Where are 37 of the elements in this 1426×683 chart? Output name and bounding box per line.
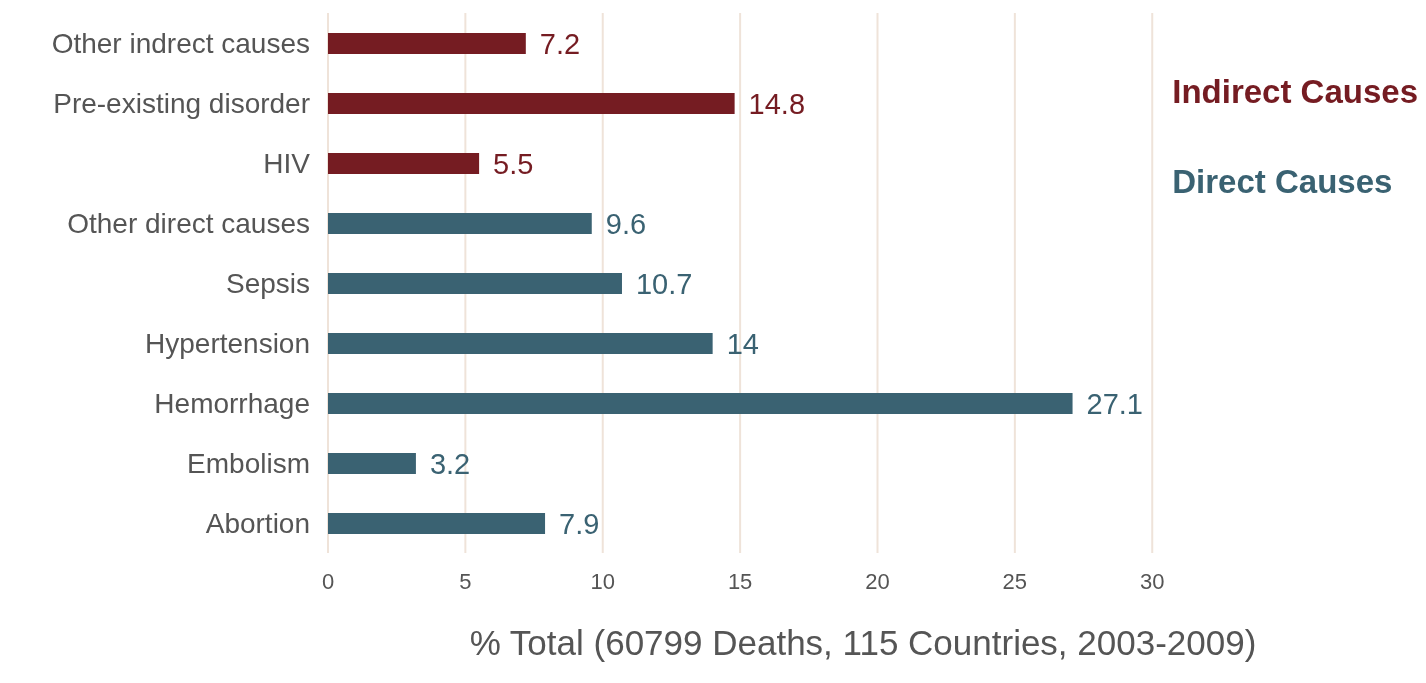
- bar: [328, 513, 546, 534]
- bar: [328, 93, 735, 114]
- y-tick-label: HIV: [263, 147, 311, 179]
- data-label: 3.2: [429, 447, 471, 480]
- bar: [328, 153, 480, 174]
- x-tick-label: 15: [727, 568, 753, 594]
- text: Direct Causes: [1172, 163, 1394, 201]
- y-tick-label: Embolism: [187, 447, 310, 479]
- bar: [328, 333, 713, 354]
- text: Indirect Causes: [1172, 73, 1418, 111]
- x-tick-label: 30: [1139, 568, 1165, 594]
- x-axis-title: % Total (60799 Deaths, 115 Countries, 2003-2009): [468, 623, 1258, 663]
- y-tick-label: Hypertension: [145, 327, 310, 359]
- data-label: 27.1: [1086, 387, 1144, 420]
- y-tick-label: Hemorrhage: [154, 387, 310, 419]
- bar: [328, 213, 592, 234]
- x-tick-label: 25: [1002, 568, 1028, 594]
- y-tick-label: Abortion: [205, 507, 310, 539]
- data-label: 10.7: [635, 267, 693, 300]
- data-label: 9.6: [605, 207, 647, 240]
- bar: [328, 273, 622, 294]
- x-tick-label: 20: [865, 568, 890, 594]
- data-label: 7.9: [559, 507, 600, 540]
- y-tick-label: Other indrect causes: [51, 27, 310, 59]
- data-label: 14: [726, 327, 759, 360]
- bar: [328, 33, 526, 54]
- data-label: 5.5: [493, 147, 534, 180]
- x-tick-label: 5: [459, 568, 472, 594]
- y-tick-label: Other direct causes: [67, 207, 310, 239]
- y-tick-label: Sepsis: [225, 267, 310, 299]
- x-tick-label: 0: [321, 568, 335, 594]
- data-label: 14.8: [748, 87, 806, 120]
- bar: [328, 453, 416, 474]
- x-tick-label: 10: [590, 568, 615, 594]
- data-label: 7.2: [539, 27, 581, 60]
- y-tick-label: Pre-existing disorder: [53, 87, 310, 119]
- bar: [328, 393, 1073, 414]
